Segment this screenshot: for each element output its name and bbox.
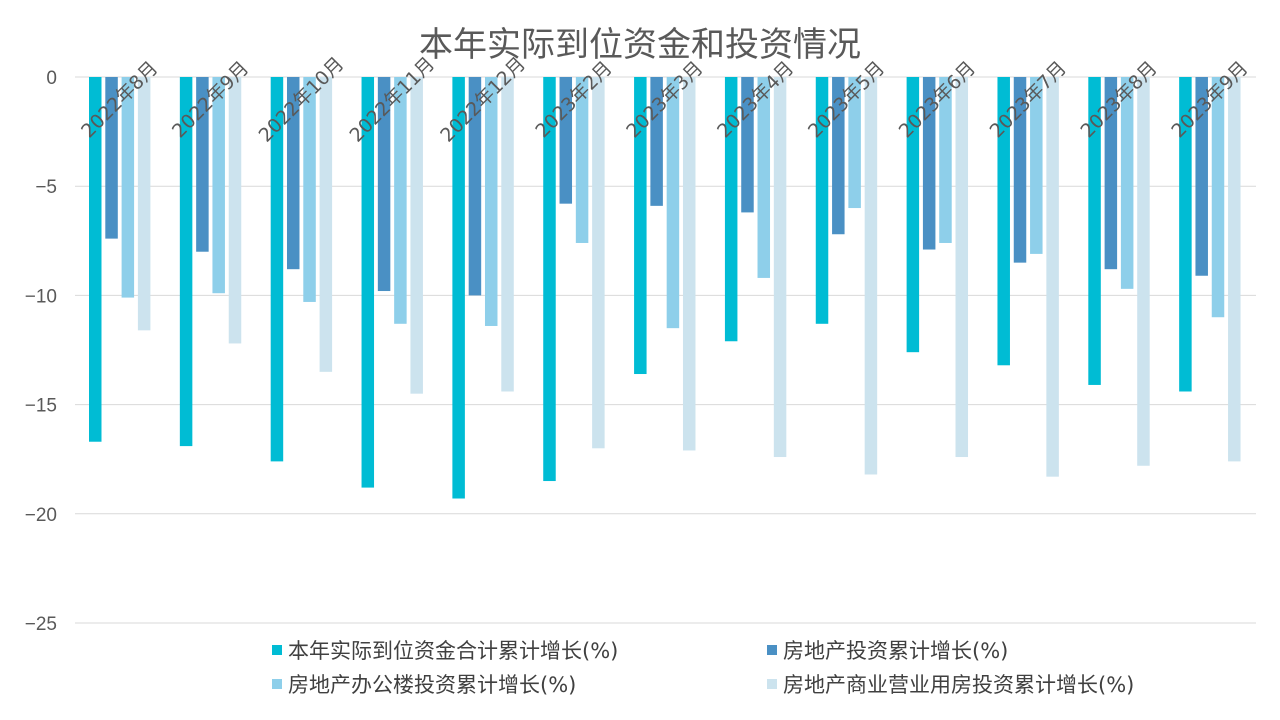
- bar: [724, 77, 738, 342]
- bar: [815, 77, 829, 324]
- bar: [137, 77, 151, 331]
- bar: [757, 77, 771, 278]
- bar: [89, 77, 102, 442]
- bar: [592, 77, 605, 449]
- bar: [543, 77, 556, 482]
- bar: [650, 77, 663, 206]
- legend-label: 房地产商业营业用房投资累计增长(%): [783, 673, 1134, 697]
- y-tick-label: −5: [35, 177, 57, 198]
- bar: [939, 77, 952, 243]
- y-tick-label: −20: [25, 505, 57, 526]
- legend: 本年实际到位资金合计累计增长(%) 房地产投资累计增长(%) 房地产办公楼投资累计增…: [272, 639, 1134, 697]
- bar: [121, 77, 135, 298]
- bar: [196, 77, 209, 252]
- bar: [319, 77, 333, 372]
- bar: [1104, 77, 1118, 270]
- bar: [452, 77, 465, 499]
- bar: [1228, 77, 1241, 462]
- bar: [228, 77, 242, 344]
- bar: [1088, 77, 1101, 385]
- bar: [468, 77, 482, 296]
- bar: [1030, 77, 1043, 254]
- chart-title: 本年实际到位资金和投资情况: [419, 25, 861, 65]
- bars: [89, 77, 1241, 499]
- bar: [864, 77, 878, 475]
- bar: [303, 77, 316, 302]
- legend-swatch: [272, 645, 282, 655]
- bar: [997, 77, 1010, 366]
- bar: [848, 77, 861, 209]
- bar: [634, 77, 647, 375]
- bar: [361, 77, 375, 488]
- bar: [1211, 77, 1225, 318]
- bar: [741, 77, 754, 213]
- grid-lines: [75, 76, 1256, 624]
- bar: [105, 77, 118, 239]
- category-label: 2022年11月: [345, 53, 439, 147]
- bar: [1013, 77, 1027, 263]
- category-label: 2022年10月: [255, 53, 349, 147]
- y-tick-label: −25: [25, 614, 57, 635]
- bar: [575, 77, 589, 243]
- bar: [501, 77, 514, 392]
- bar: [559, 77, 573, 204]
- y-axis: 0 −5 −10 −15 −20 −25: [25, 68, 57, 635]
- legend-swatch: [767, 679, 777, 689]
- bar: [286, 77, 300, 270]
- bar: [832, 77, 845, 235]
- bar: [666, 77, 680, 329]
- bar: [773, 77, 787, 458]
- bar: [1195, 77, 1208, 276]
- legend-label: 房地产投资累计增长(%): [783, 639, 1008, 663]
- bar: [484, 77, 498, 326]
- legend-label: 本年实际到位资金合计累计增长(%): [288, 639, 618, 663]
- bar: [270, 77, 284, 462]
- legend-swatch: [767, 645, 777, 655]
- bar: [955, 77, 969, 458]
- bar: [394, 77, 407, 324]
- bar: [377, 77, 391, 292]
- legend-label: 房地产办公楼投资累计增长(%): [288, 673, 576, 697]
- category-label: 2022年12月: [436, 53, 530, 147]
- y-tick-label: 0: [46, 68, 57, 89]
- bar: [212, 77, 225, 294]
- bar: [1120, 77, 1134, 289]
- bar: [1137, 77, 1150, 466]
- bar: [410, 77, 423, 394]
- bar: [179, 77, 193, 447]
- bar: [922, 77, 936, 250]
- y-tick-label: −10: [25, 286, 57, 307]
- bar: [1179, 77, 1192, 392]
- y-tick-label: −15: [25, 396, 57, 417]
- bar: [906, 77, 920, 353]
- bar: [682, 77, 696, 451]
- bar: [1046, 77, 1059, 477]
- legend-swatch: [272, 679, 282, 689]
